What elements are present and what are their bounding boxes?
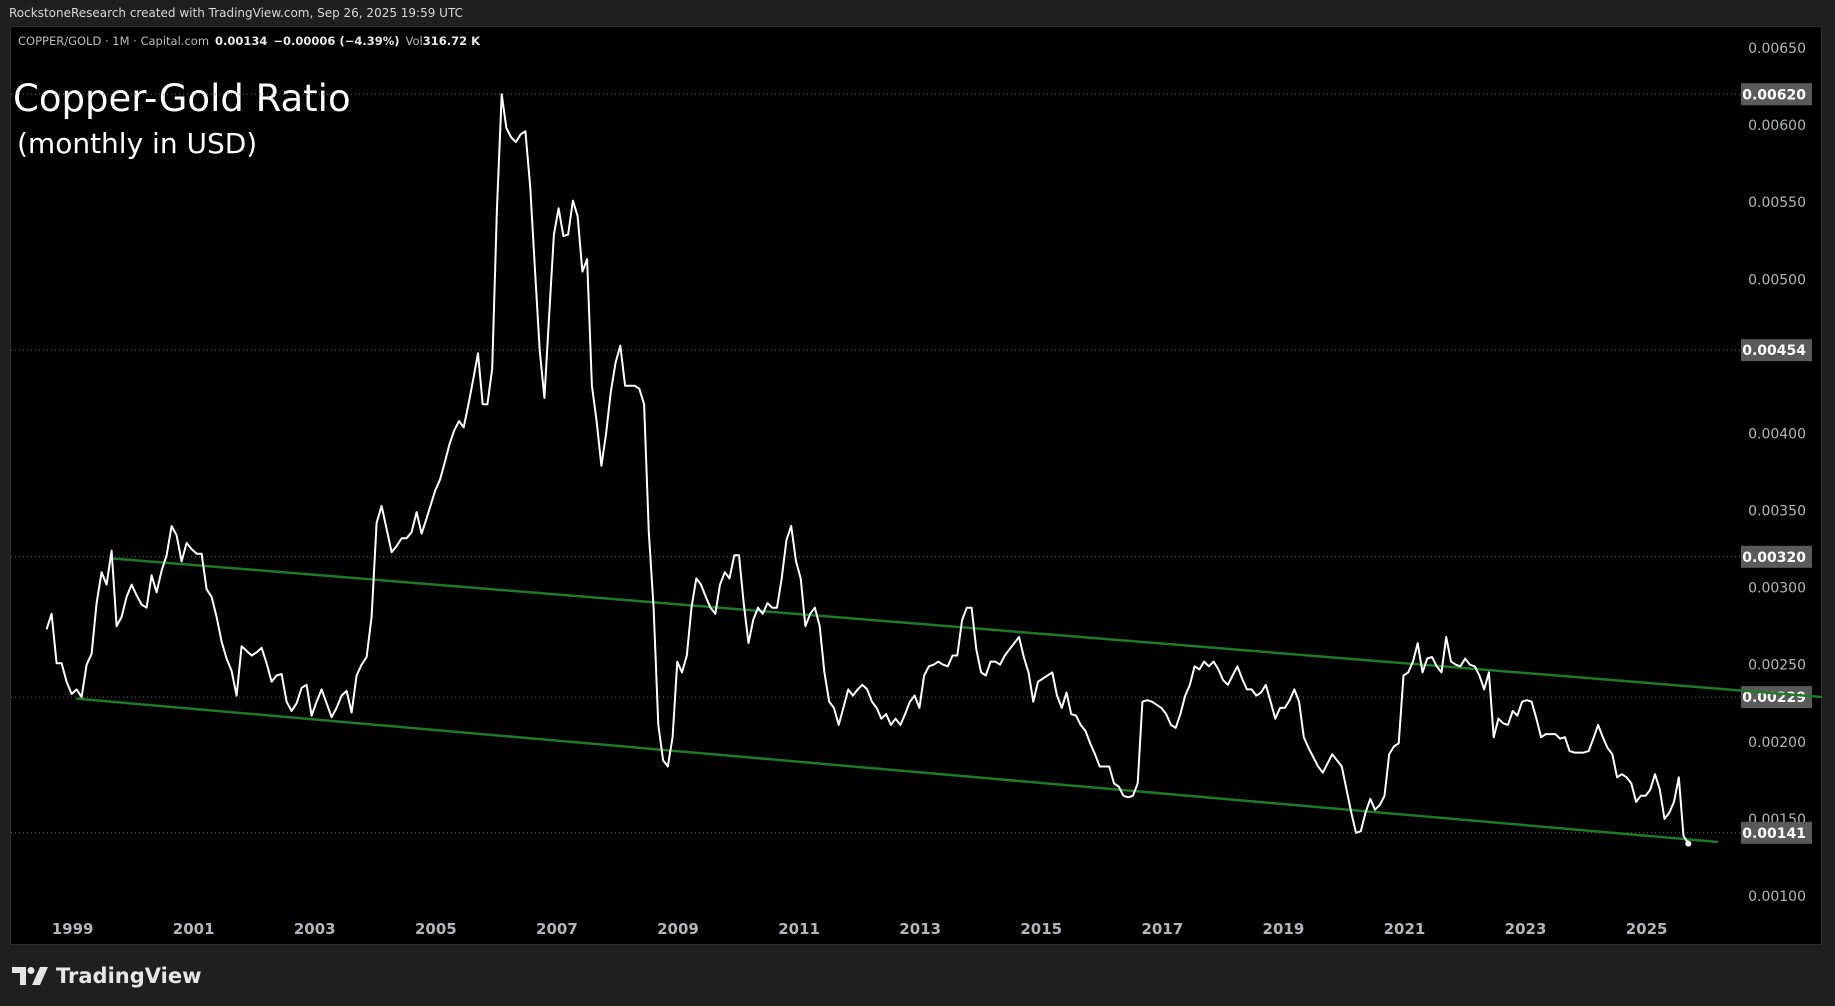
chart-subtitle: (monthly in USD)	[17, 127, 258, 160]
x-tick-label: 2019	[1263, 920, 1305, 938]
trend-channel-lower	[76, 697, 1719, 844]
x-tick-label: 2011	[778, 920, 820, 938]
price-label-bg	[1741, 339, 1812, 362]
volume-label: Vol	[405, 34, 423, 48]
y-tick-label: 0.00350	[1748, 504, 1806, 520]
chart-credit: RockstoneResearch created with TradingVi…	[9, 6, 463, 20]
copper-gold-ratio-line	[45, 93, 1690, 845]
x-tick-label: 2023	[1505, 920, 1547, 938]
last-price: 0.00134	[215, 34, 268, 48]
y-tick-label: 0.00550	[1748, 195, 1806, 211]
y-tick-label: 0.00250	[1748, 658, 1806, 674]
x-tick-label: 2013	[899, 920, 941, 938]
brand-name: TradingView	[56, 964, 202, 988]
price-label: 0.00454	[1742, 343, 1806, 359]
x-tick-label: 2007	[536, 920, 578, 938]
volume-value: 316.72 K	[422, 34, 480, 48]
chart-area[interactable]	[10, 26, 1822, 945]
price-change: −0.00006 (−4.39%)	[273, 34, 400, 48]
y-tick-label: 0.00300	[1748, 581, 1806, 597]
price-label-bg	[1741, 821, 1812, 844]
price-label: 0.00320	[1742, 550, 1806, 566]
price-label: 0.00141	[1742, 826, 1806, 842]
tradingview-logo[interactable]: TradingView	[12, 964, 201, 988]
price-label-bg	[1741, 545, 1812, 568]
chart-title: Copper-Gold Ratio	[13, 77, 351, 120]
x-tick-label: 2021	[1384, 920, 1426, 938]
y-tick-label: 0.00100	[1748, 889, 1806, 905]
y-tick-label: 0.00200	[1748, 735, 1806, 751]
trend-channel-upper	[111, 557, 1823, 699]
x-tick-label: 2001	[173, 920, 215, 938]
x-tick-label: 2015	[1020, 920, 1062, 938]
y-tick-label: 0.00400	[1748, 426, 1806, 442]
y-tick-label: 0.00500	[1748, 272, 1806, 288]
x-tick-label: 2005	[415, 920, 457, 938]
y-tick-label: 0.00600	[1748, 118, 1806, 134]
last-price-marker	[1685, 840, 1692, 847]
x-tick-label: 2009	[657, 920, 699, 938]
price-label-bg	[1741, 83, 1812, 106]
y-tick-label: 0.00650	[1748, 41, 1806, 57]
symbol-legend: COPPER/GOLD · 1M · Capital.com 0.00134 −0.…	[18, 34, 480, 48]
symbol-info[interactable]: COPPER/GOLD · 1M · Capital.com	[18, 34, 210, 48]
x-tick-label: 2017	[1141, 920, 1183, 938]
x-tick-label: 1999	[52, 920, 94, 938]
price-label: 0.00620	[1742, 87, 1806, 103]
tradingview-logo-icon	[12, 967, 48, 985]
x-tick-label: 2025	[1626, 920, 1668, 938]
x-tick-label: 2003	[294, 920, 336, 938]
